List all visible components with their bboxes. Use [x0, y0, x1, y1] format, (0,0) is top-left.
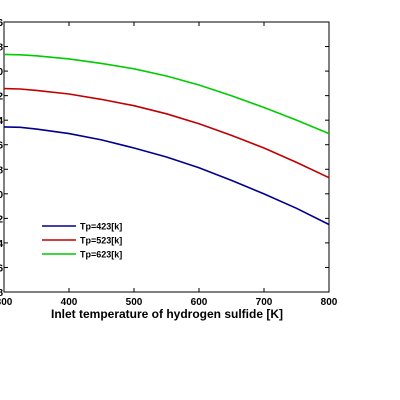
x-tick-label: 700 [256, 297, 273, 308]
y-axis-ticks: 6 8 0 2 4 6 8 0 2 4 6 8 [0, 18, 329, 299]
x-tick-label: 600 [191, 297, 208, 308]
x-tick-label: 300 [0, 297, 13, 308]
y-tick-label: 0 [0, 67, 3, 78]
x-tick-label: 800 [321, 297, 338, 308]
y-tick-label: 0 [0, 190, 3, 201]
series-line [3, 53, 330, 135]
x-axis-ticks: 300400500600700800 [0, 22, 338, 308]
y-tick-label: 2 [0, 214, 3, 225]
x-tick-label: 500 [126, 297, 143, 308]
y-tick-label: 6 [0, 263, 3, 274]
y-tick-label: 6 [0, 18, 3, 29]
legend-label: Tp=523[k] [80, 236, 122, 246]
legend: Tp=423[k] Tp=523[k] Tp=623[k] [42, 222, 122, 260]
legend-label: Tp=423[k] [80, 222, 122, 232]
x-tick-label: 400 [61, 297, 78, 308]
y-tick-label: 8 [0, 165, 3, 176]
y-tick-label: 2 [0, 92, 3, 103]
y-tick-label: 8 [0, 43, 3, 54]
series-lines [3, 53, 330, 226]
legend-label: Tp=623[k] [80, 250, 122, 260]
x-axis-label: Inlet temperature of hydrogen sulfide [K… [51, 307, 283, 321]
y-tick-label: 8 [0, 288, 3, 299]
y-tick-label: 4 [0, 116, 3, 127]
series-line [3, 87, 330, 179]
y-tick-label: 4 [0, 239, 3, 250]
series-line [3, 126, 330, 226]
y-tick-label: 6 [0, 141, 3, 152]
